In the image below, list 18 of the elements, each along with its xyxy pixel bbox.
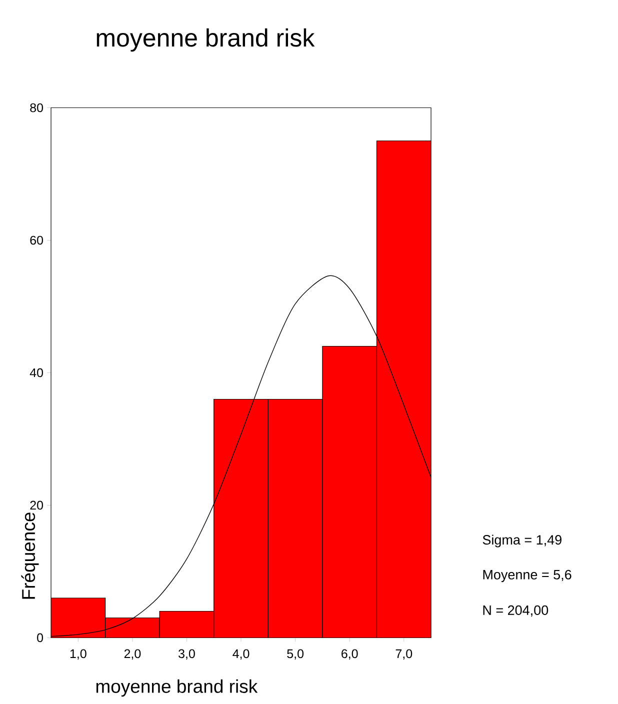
text: Moyenne = 5,6 bbox=[483, 570, 572, 582]
x-tick-label: 4,0 bbox=[232, 649, 250, 660]
x-tick-label: 5,0 bbox=[287, 649, 304, 660]
y-tick-label: 0 bbox=[37, 633, 44, 642]
y-tick-label: 60 bbox=[30, 236, 44, 245]
x-tick-label: 6,0 bbox=[342, 649, 358, 660]
x-tick-label: 7,0 bbox=[396, 649, 412, 660]
y-tick-label: 20 bbox=[30, 500, 44, 510]
chart-title: moyenne brand risk bbox=[96, 28, 315, 52]
y-tick-label: 40 bbox=[30, 368, 44, 378]
x-axis-title: moyenne brand risk bbox=[96, 679, 258, 697]
text: Sigma = 1,49 bbox=[482, 534, 562, 548]
text: N = 204,00 bbox=[483, 605, 548, 617]
x-tick-label: 3,0 bbox=[178, 649, 195, 660]
x-tick-label: 1,0 bbox=[70, 649, 86, 660]
x-tick-label: 2,0 bbox=[124, 649, 141, 660]
y-axis-title: Fréquence bbox=[21, 512, 39, 599]
y-tick-label: 80 bbox=[30, 103, 44, 112]
